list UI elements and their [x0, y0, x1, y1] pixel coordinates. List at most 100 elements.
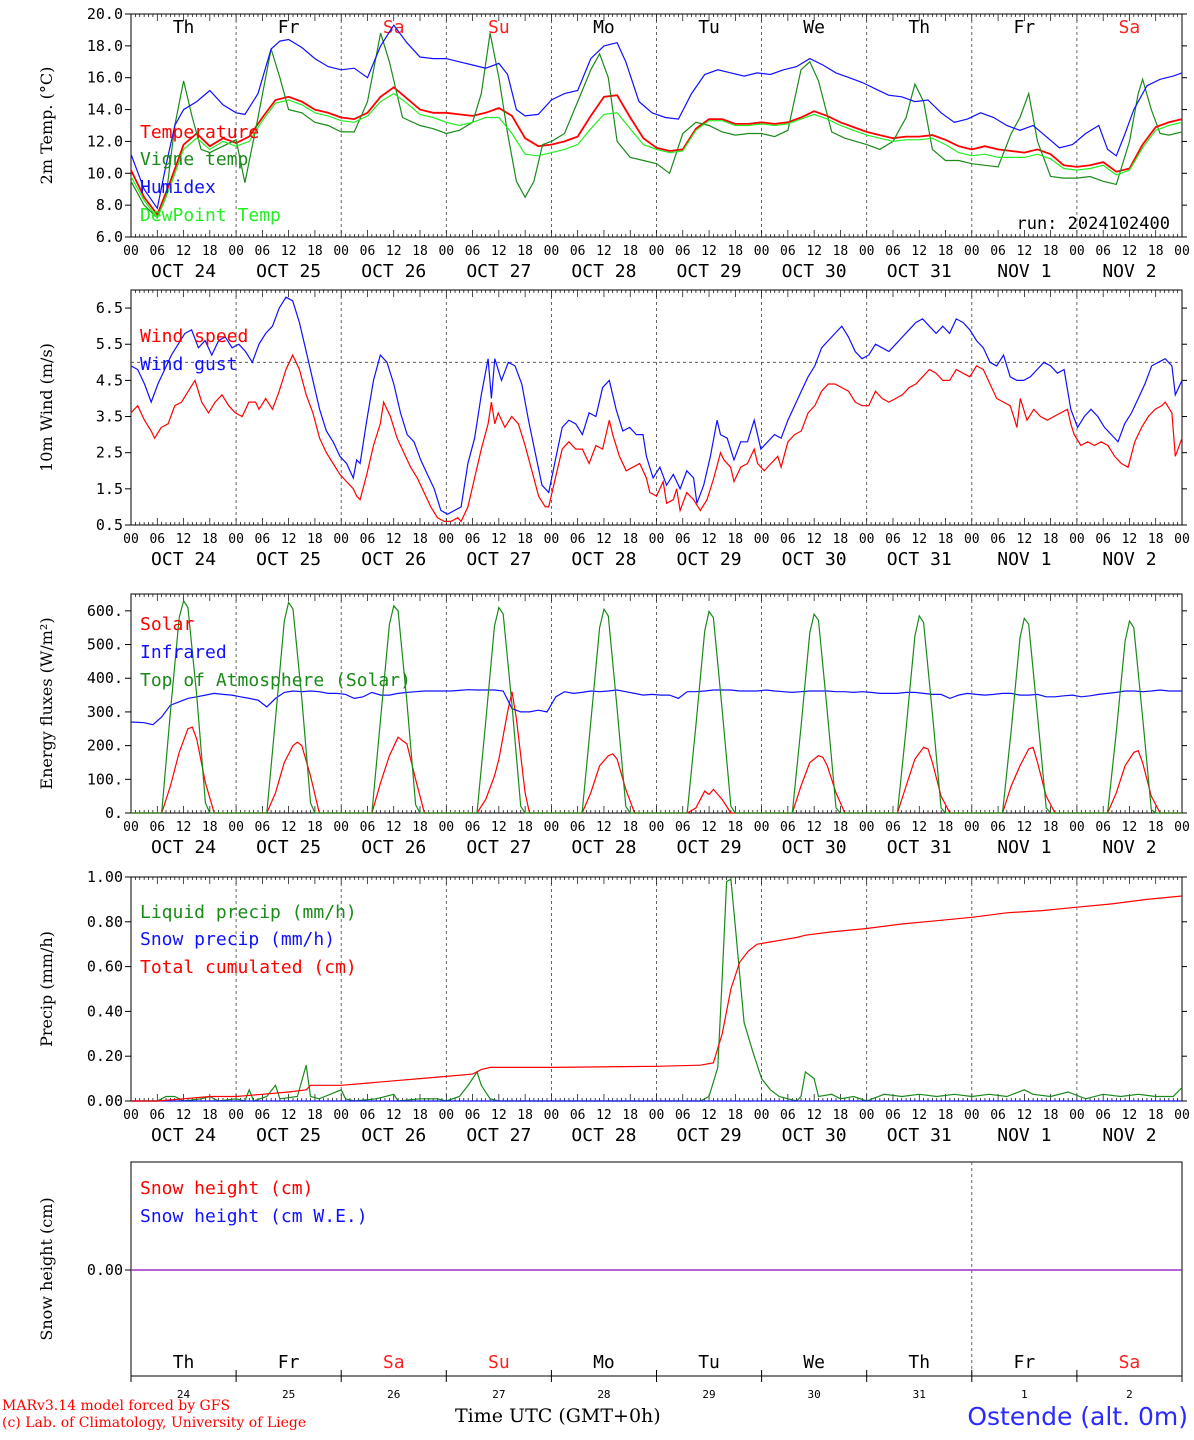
x-hour-label: 00: [438, 820, 454, 835]
x-hour-label: 12: [281, 532, 297, 547]
x-date-label: OCT 29: [677, 549, 742, 570]
x-hour-label: 00: [438, 532, 454, 547]
x-hour-label: 18: [622, 1108, 638, 1123]
x-hour-label: 00: [754, 820, 770, 835]
legend-entry: Total cumulated (cm): [140, 957, 357, 978]
x-hour-label: 18: [1148, 1108, 1164, 1123]
x-date-label: OCT 24: [151, 549, 216, 570]
weekday-label: Th: [173, 1352, 195, 1373]
x-date-label: OCT 30: [782, 549, 847, 570]
x-hour-label: 06: [1095, 244, 1111, 259]
y-axis-label: Snow height (cm): [37, 1197, 56, 1340]
x-date-label: OCT 28: [571, 549, 636, 570]
y-tick-label: 14.0: [87, 101, 123, 119]
x-hour-label: 12: [386, 1108, 402, 1123]
x-hour-label: 06: [465, 820, 481, 835]
x-hour-label: 12: [596, 244, 612, 259]
x-hour-label: 06: [990, 532, 1006, 547]
x-hour-label: 12: [281, 1108, 297, 1123]
x-hour-label: 06: [149, 1108, 165, 1123]
series-line-precip-0: [131, 878, 1183, 1102]
x-date-label: OCT 27: [466, 261, 531, 282]
x-hour-label: 00: [754, 1108, 770, 1123]
x-hour-label: 12: [806, 820, 822, 835]
x-date-label: OCT 27: [466, 837, 531, 858]
y-tick-label: 18.0: [87, 37, 123, 55]
x-hour-label: 12: [806, 532, 822, 547]
y-tick-label: 16.0: [87, 69, 123, 87]
y-tick-label: 20.0: [87, 5, 123, 23]
x-hour-label: 00: [649, 532, 665, 547]
x-date-label: NOV 1: [997, 1125, 1051, 1146]
day-number-label: 30: [808, 1388, 821, 1401]
series-line-energy-1: [130, 689, 1182, 726]
weekday-label: Tu: [698, 17, 720, 38]
credit-line-1: MARv3.14 model forced by GFS: [2, 1398, 231, 1414]
y-tick-label: 0.5: [96, 516, 123, 534]
series-line-wind-1: [130, 296, 1183, 515]
x-hour-label: 18: [727, 1108, 743, 1123]
y-tick-label: 0.60: [87, 958, 123, 976]
x-hour-label: 06: [465, 244, 481, 259]
x-date-label: OCT 28: [571, 1125, 636, 1146]
x-hour-label: 06: [780, 1108, 796, 1123]
x-hour-label: 00: [1174, 532, 1190, 547]
weekday-label: Sa: [1119, 17, 1141, 38]
x-hour-label: 06: [360, 1108, 376, 1123]
series-line-wind-0: [130, 353, 1183, 523]
legend-entry: Vigne temp: [140, 149, 248, 170]
x-hour-label: 06: [360, 244, 376, 259]
x-hour-label: 12: [176, 1108, 192, 1123]
x-date-label: NOV 2: [1102, 549, 1156, 570]
y-tick-label: 0.00: [87, 1092, 123, 1110]
x-hour-label: 12: [911, 820, 927, 835]
y-tick-label: 2.5: [96, 444, 123, 462]
panel-frame-temp: [130, 13, 1183, 238]
weekday-label: Fr: [278, 1352, 300, 1373]
x-hour-label: 00: [859, 244, 875, 259]
x-hour-label: 06: [570, 820, 586, 835]
x-hour-label: 18: [622, 820, 638, 835]
x-hour-label: 06: [255, 1108, 271, 1123]
legend-entry: Infrared: [140, 642, 227, 663]
x-hour-label: 00: [544, 244, 560, 259]
legend-entry: DewPoint Temp: [140, 205, 281, 226]
x-hour-label: 06: [675, 532, 691, 547]
x-hour-label: 06: [570, 1108, 586, 1123]
x-hour-label: 12: [386, 820, 402, 835]
x-hour-label: 00: [964, 532, 980, 547]
weekday-label: Th: [908, 1352, 930, 1373]
x-hour-label: 00: [333, 820, 349, 835]
x-hour-label: 18: [622, 532, 638, 547]
x-hour-label: 12: [911, 532, 927, 547]
day-number-label: 1: [1021, 1388, 1028, 1401]
x-date-label: OCT 24: [151, 261, 216, 282]
x-hour-label: 00: [438, 244, 454, 259]
x-hour-label: 12: [491, 532, 507, 547]
y-tick-label: 600.: [87, 602, 123, 620]
weekday-label: We: [803, 1352, 825, 1373]
weekday-label: Th: [173, 17, 195, 38]
x-hour-label: 18: [833, 532, 849, 547]
weekday-label: Mo: [593, 1352, 615, 1373]
x-date-label: OCT 31: [887, 1125, 952, 1146]
series-line-precip-2: [131, 895, 1183, 1102]
x-hour-label: 18: [1043, 820, 1059, 835]
y-tick-label: 4.5: [96, 371, 123, 389]
run-label: run: 2024102400: [1016, 214, 1170, 234]
x-hour-label: 06: [990, 244, 1006, 259]
x-hour-label: 12: [386, 244, 402, 259]
x-hour-label: 12: [596, 820, 612, 835]
x-hour-label: 06: [255, 244, 271, 259]
x-hour-label: 12: [1017, 244, 1033, 259]
x-hour-label: 12: [701, 1108, 717, 1123]
x-hour-label: 18: [1043, 1108, 1059, 1123]
legend-entry: Wind gust: [140, 354, 238, 375]
y-tick-label: 500.: [87, 636, 123, 654]
weekday-label: Sa: [1119, 1352, 1141, 1373]
x-hour-label: 12: [386, 532, 402, 547]
x-hour-label: 00: [649, 820, 665, 835]
x-hour-label: 18: [202, 244, 218, 259]
x-hour-label: 06: [465, 532, 481, 547]
x-hour-label: 12: [1122, 244, 1138, 259]
